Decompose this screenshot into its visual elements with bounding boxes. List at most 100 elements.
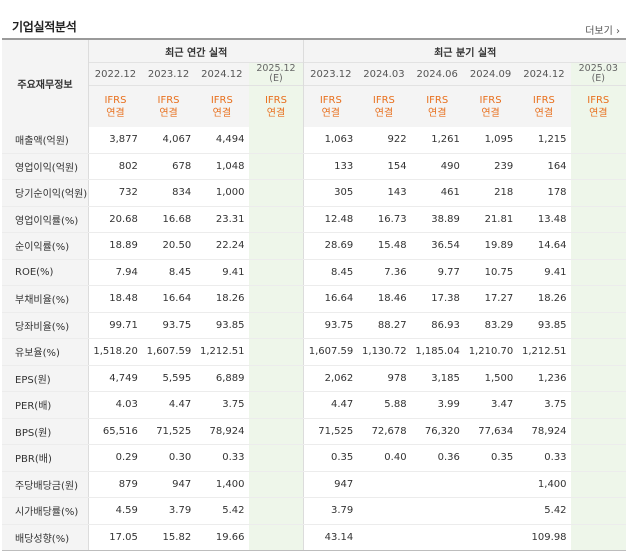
table-cell [570,470,626,498]
table-cell [248,338,304,366]
table-cell: 3.75 [517,391,571,419]
consolidated-label: 연결 [212,107,232,119]
quarter-group-header: 최근 분기 실적 [303,39,626,63]
period-label: 2023.12 [147,68,190,80]
estimate-mark: (E) [591,73,605,84]
table-cell: 4,494 [195,127,249,154]
consolidated-label: 연결 [481,107,500,119]
table-cell [570,418,626,445]
table-cell: 16.64 [141,285,196,313]
table-cell: 178 [517,179,571,207]
ifrs-header: IFRS 연결 [517,85,571,127]
row-label: 주당배당금(원) [2,470,89,498]
period-header: 2025.03 (E) [570,62,626,86]
consolidated-label: 연결 [589,107,608,119]
table-head: 주요재무정보 최근 연간 실적 최근 분기 실적 2022.12 2023.12 2… [2,39,626,127]
table-cell [357,524,411,551]
ifrs-header: IFRS 연결 [410,85,464,127]
ifrs-label: IFRS [426,94,449,106]
ifrs-label: IFRS [264,94,287,106]
table-cell: 1,400 [195,470,249,498]
table-cell: 802 [88,153,142,180]
table-cell: 922 [357,127,411,154]
consolidated-label: 연결 [321,107,341,119]
table-cell: 88.27 [357,312,411,339]
table-cell [570,179,626,207]
table-cell: 8.45 [141,259,196,286]
table-cell: 7.94 [88,259,142,286]
table-cell [570,232,626,260]
table-cell [248,127,304,154]
table-cell: 36.54 [410,232,464,260]
table-row: ROE(%) 7.94 8.45 9.41 8.45 7.36 9.77 10.75 9.41 [2,259,626,286]
table-cell: 218 [463,179,518,207]
financial-table: 주요재무정보 최근 연간 실적 최근 분기 실적 2022.12 2023.12 2… [2,38,626,551]
table-cell: 3,185 [410,364,464,392]
table-cell: 834 [141,179,196,207]
ifrs-label: IFRS [210,94,233,106]
period-header: 2024.03 [357,62,411,86]
ifrs-label: IFRS [157,94,180,106]
row-label: BPS(원) [2,418,89,445]
ifrs-header: IFRS 연결 [357,85,411,127]
table-cell: 5,595 [141,364,196,392]
section-title: 기업실적분석 [12,20,77,34]
more-link[interactable]: 더보기 › [585,22,620,37]
table-row: 영업이익(억원) 802 678 1,048 133 154 490 239 164 [2,153,626,180]
table-cell: 23.31 [195,205,249,233]
table-cell: 65,516 [88,418,142,445]
table-cell: 16.68 [141,205,196,233]
ifrs-label: IFRS [104,94,127,106]
row-label: 영업이익률(%) [2,205,89,233]
table-cell: 71,525 [303,418,358,445]
table-cell: 10.75 [463,259,518,286]
table-cell: 15.48 [357,232,411,260]
table-cell [248,391,304,419]
row-label: EPS(원) [2,364,89,392]
table-cell: 154 [357,153,411,180]
table-cell: 13.48 [517,205,571,233]
table-cell: 3.75 [195,391,249,419]
table-cell: 99.71 [88,312,142,339]
period-label: 2024.09 [469,68,512,80]
table-cell: 4.47 [303,391,358,419]
table-cell: 5.88 [357,391,411,419]
table-cell: 5.42 [195,497,249,525]
ifrs-label: IFRS [532,94,555,106]
table-cell: 28.69 [303,232,358,260]
table-cell [248,444,304,472]
table-body: 매출액(억원) 3,877 4,067 4,494 1,063 922 1,261 1,095… [2,127,626,551]
ifrs-header: IFRS 연결 [303,85,358,127]
table-cell [248,470,304,498]
table-cell: 1,185.04 [410,338,464,366]
table-cell: 19.89 [463,232,518,260]
table-cell: 978 [357,364,411,392]
table-cell [357,470,411,498]
period-label: 2025.03 [578,63,618,74]
table-cell: 18.89 [88,232,142,260]
table-cell: 20.68 [88,205,142,233]
table-cell: 1,236 [517,364,571,392]
table-cell [463,470,518,498]
table-cell: 1,400 [517,470,571,498]
table-cell: 143 [357,179,411,207]
estimate-mark: (E) [269,73,283,84]
row-label: PBR(배) [2,444,89,472]
table-cell: 12.48 [303,205,358,233]
table-cell: 9.41 [195,259,249,286]
table-cell: 72,678 [357,418,411,445]
table-cell: 18.26 [195,285,249,313]
table-cell: 93.75 [141,312,196,339]
ifrs-header: IFRS 연결 [141,85,196,127]
table-cell: 239 [463,153,518,180]
table-cell: 4.47 [141,391,196,419]
row-label: 유보율(%) [2,338,89,366]
table-cell: 490 [410,153,464,180]
table-cell: 21.81 [463,205,518,233]
table-row: 당기순이익(억원) 732 834 1,000 305 143 461 218 178 [2,179,626,207]
table-row: 유보율(%) 1,518.20 1,607.59 1,212.51 1,607.59 1,… [2,338,626,366]
table-cell: 0.29 [88,444,142,472]
table-cell: 1,215 [517,127,571,154]
more-arrow-icon: › [616,26,620,37]
period-label: 2023.12 [310,68,352,80]
